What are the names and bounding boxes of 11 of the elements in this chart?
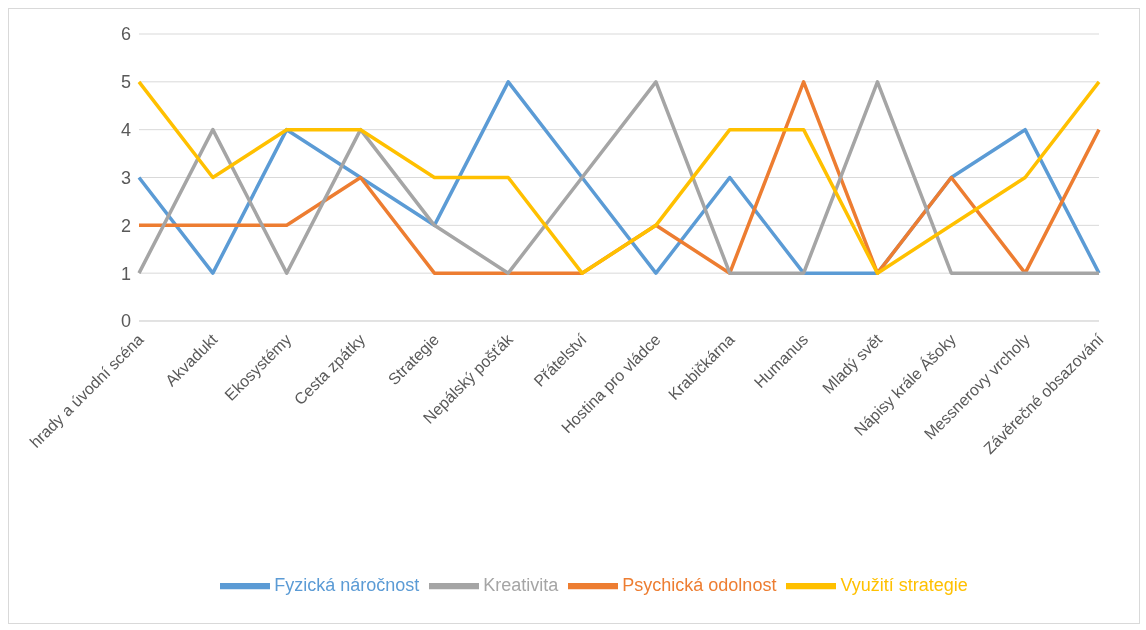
legend-label: Psychická odolnost — [622, 574, 777, 595]
y-tick-label: 1 — [120, 263, 131, 284]
y-tick-label: 0 — [120, 311, 131, 332]
y-tick-label: 2 — [120, 215, 131, 236]
y-tick-label: 3 — [120, 167, 131, 188]
legend-label: Využití strategie — [840, 574, 968, 595]
y-tick-label: 5 — [120, 72, 131, 93]
y-tick-label: 4 — [120, 120, 131, 141]
legend-label: Fyzická náročnost — [274, 574, 420, 595]
legend-label: Kreativita — [483, 574, 559, 595]
y-tick-label: 6 — [120, 24, 131, 45]
